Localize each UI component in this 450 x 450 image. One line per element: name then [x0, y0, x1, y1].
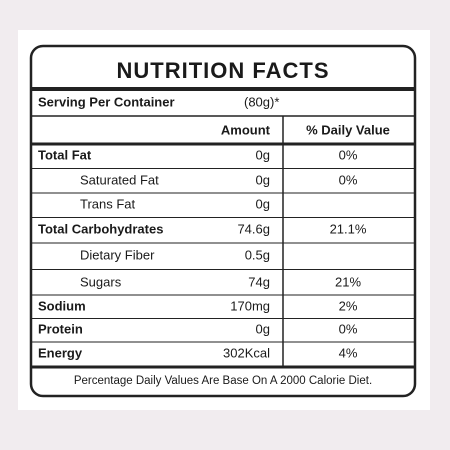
footnote: Percentage Daily Values Are Base On A 20…: [74, 375, 372, 387]
amount: 0g: [256, 321, 270, 336]
title: NUTRITION FACTS: [117, 58, 330, 83]
column-header: % Daily Value: [306, 122, 390, 137]
amount: 74g: [248, 274, 270, 289]
daily-value: 4%: [339, 345, 358, 360]
daily-value: 21%: [335, 274, 361, 289]
serving-label: Serving Per Container: [38, 94, 175, 109]
daily-value: 2%: [339, 298, 358, 313]
nutrient-name: Sugars: [80, 274, 122, 289]
amount: 0g: [256, 172, 270, 187]
nutrient-name: Sodium: [38, 298, 86, 313]
nutrient-name: Total Fat: [38, 147, 92, 162]
amount: 302Kcal: [223, 345, 270, 360]
nutrient-name: Energy: [38, 345, 83, 360]
daily-value: 0%: [339, 147, 358, 162]
amount: 0.5g: [245, 247, 270, 262]
serving-value: (80g)*: [244, 94, 279, 109]
nutrient-name: Protein: [38, 321, 83, 336]
amount: 0g: [256, 196, 270, 211]
rows: Total Fat 0g 0% Saturated Fat 0g 0% Trans Fat 0…: [31, 147, 415, 360]
amount: 74.6g: [237, 221, 270, 236]
column-header: Amount: [221, 122, 271, 137]
label-box: [29, 44, 417, 398]
daily-value: 0%: [339, 321, 358, 336]
nutrient-name: Total Carbohydrates: [38, 221, 163, 236]
nutrient-name: Trans Fat: [80, 196, 136, 211]
daily-value: 21.1%: [330, 221, 367, 236]
amount: 0g: [256, 147, 270, 162]
amount: 170mg: [230, 298, 270, 313]
nutrient-name: Dietary Fiber: [80, 247, 155, 262]
nutrient-name: Saturated Fat: [80, 172, 159, 187]
daily-value: 0%: [339, 172, 358, 187]
